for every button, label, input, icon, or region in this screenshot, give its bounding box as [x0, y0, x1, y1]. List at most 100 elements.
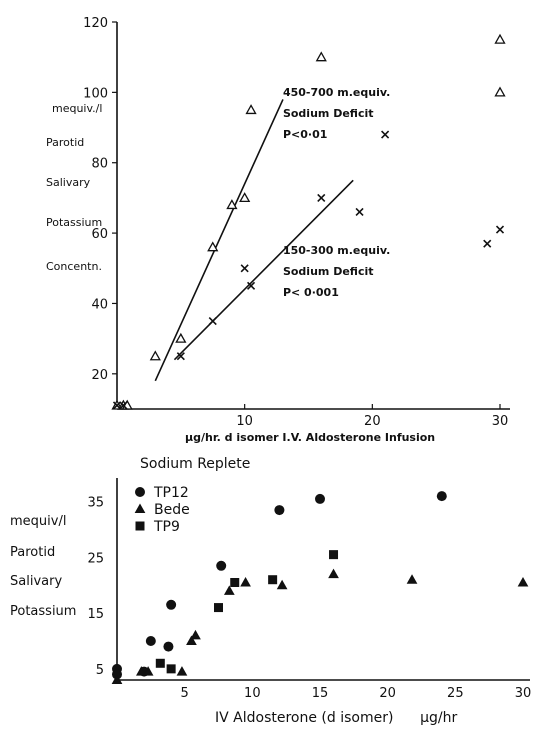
bottom-ylabel-line: Parotid: [10, 545, 55, 560]
bottom-x-tick-label: 5: [181, 686, 189, 701]
top-fit-lines: [154, 99, 354, 382]
top-annotation-line: Sodium Deficit: [283, 107, 374, 120]
top-annotation-line: P<0·01: [283, 128, 327, 141]
top-point-cross: [483, 239, 492, 248]
top-fit-line: [154, 99, 284, 382]
top-ylabel-line: Parotid: [46, 136, 84, 149]
top-x-ticks: 10 20 30: [236, 404, 508, 429]
top-fit-line: [173, 179, 354, 361]
bottom-point-triangle: [186, 635, 197, 645]
bottom-ylabel-line: Salivary: [10, 574, 62, 589]
top-point-triangle: [175, 332, 187, 343]
bottom-point-circle: [315, 493, 325, 504]
top-point-triangle: [245, 104, 257, 115]
top-ylabel-line: mequiv./l: [52, 102, 102, 115]
bottom-points: [111, 491, 529, 684]
top-y-tick-label: 100: [83, 86, 108, 101]
top-points: [111, 33, 506, 410]
bottom-point-triangle: [136, 666, 147, 676]
top-point-triangle: [494, 33, 506, 44]
legend-label: TP12: [153, 485, 189, 501]
top-x-tick-label: 20: [364, 414, 381, 429]
bottom-y-tick-label: 25: [87, 551, 104, 566]
bottom-point-triangle: [111, 674, 123, 684]
bottom-point-triangle: [328, 568, 339, 579]
bottom-point-triangle: [223, 585, 235, 595]
top-point-cross: [112, 401, 122, 410]
bottom-x-ticks: 5 10 15 20 25 30: [181, 686, 532, 701]
top-point-cross: [355, 207, 364, 217]
bottom-point-circle: [112, 669, 122, 680]
legend-label: Bede: [154, 502, 190, 518]
bottom-point-square: [155, 658, 165, 668]
bottom-y-tick-label: 35: [87, 496, 104, 511]
legend-label: TP9: [153, 519, 180, 535]
top-annotation-line: Sodium Deficit: [283, 265, 374, 278]
bottom-point-circle: [436, 491, 447, 502]
bottom-ylabel-line: Potassium: [10, 604, 76, 619]
top-ylabel: mequiv./l Parotid Salivary Potassium Concent…: [46, 102, 102, 273]
bottom-point-square: [230, 578, 240, 587]
bottom-point-square: [268, 575, 278, 585]
top-x-axis-label: μg/hr. d isomer I.V. Aldosterone Infusio…: [185, 431, 435, 444]
bottom-x-tick-label: 20: [379, 686, 396, 701]
top-point-triangle: [315, 51, 327, 62]
top-point-triangle: [207, 241, 219, 252]
bottom-point-triangle: [190, 629, 201, 640]
bottom-point-circle: [216, 560, 227, 571]
top-point-cross: [246, 281, 256, 290]
legend-marker-circle: [135, 487, 145, 497]
top-annotation-line: 150-300 m.equiv.: [283, 244, 390, 257]
top-ylabel-line: Salivary: [46, 176, 91, 189]
top-y-tick-label: 120: [83, 16, 108, 31]
legend-marker-square: [135, 521, 145, 531]
bottom-ylabel: mequiv/l Parotid Salivary Potassium: [10, 514, 76, 619]
top-ylabel-line: Potassium: [46, 216, 102, 229]
bottom-point-square: [214, 603, 223, 613]
bottom-x-tick-label: 10: [244, 686, 261, 701]
bottom-point-circle: [145, 636, 156, 646]
bottom-point-triangle: [240, 576, 251, 587]
top-x-tick-label: 30: [492, 414, 509, 429]
top-ylabel-line: Concentn.: [46, 260, 102, 273]
bottom-point-square: [166, 664, 176, 674]
legend-marker-triangle: [134, 503, 146, 513]
bottom-chart-title: Sodium Replete: [140, 456, 250, 472]
top-y-tick-label: 60: [91, 227, 108, 242]
top-point-cross: [317, 193, 326, 202]
top-point-cross: [381, 130, 390, 139]
bottom-point-circle: [166, 599, 177, 610]
top-y-tick-label: 80: [91, 157, 108, 172]
bottom-point-triangle: [176, 666, 188, 676]
top-point-triangle: [239, 192, 251, 203]
top-point-cross: [240, 264, 249, 273]
top-point-cross: [208, 316, 217, 326]
bottom-y-tick-label: 5: [96, 663, 104, 678]
top-annotation-line: 450-700 m.equiv.: [283, 86, 390, 99]
bottom-point-triangle: [406, 574, 418, 584]
bottom-point-square: [329, 550, 339, 560]
top-point-cross: [119, 401, 128, 410]
bottom-y-ticks: 5 15 25 35: [87, 496, 104, 678]
bottom-y-tick-label: 15: [87, 607, 104, 622]
bottom-x-tick-label: 30: [515, 686, 532, 701]
top-chart: 20 40 60 80 100 120 10 20 30 mequiv./l Parotid Sa…: [46, 16, 510, 444]
bottom-point-triangle: [517, 576, 529, 587]
top-point-triangle: [494, 86, 506, 97]
bottom-x-tick-label: 15: [312, 686, 329, 701]
bottom-chart: Sodium Replete 5 15 25 35 5 10 15 20 25 30 mequi…: [10, 456, 531, 726]
bottom-ylabel-line: mequiv/l: [10, 514, 66, 529]
top-annotation-line: P< 0·001: [283, 286, 339, 299]
bottom-point-circle: [274, 505, 285, 516]
bottom-point-triangle: [276, 579, 288, 590]
top-annotations: 450-700 m.equiv. Sodium Deficit P<0·01 150-…: [283, 86, 390, 299]
top-point-triangle: [149, 350, 161, 361]
top-y-tick-label: 40: [91, 297, 108, 312]
bottom-point-triangle: [142, 666, 154, 676]
bottom-x-tick-label: 25: [447, 686, 464, 701]
top-point-triangle: [226, 199, 238, 210]
top-point-cross: [176, 352, 185, 361]
bottom-x-axis-label: IV Aldosterone (d isomer) μg/hr: [215, 710, 458, 726]
